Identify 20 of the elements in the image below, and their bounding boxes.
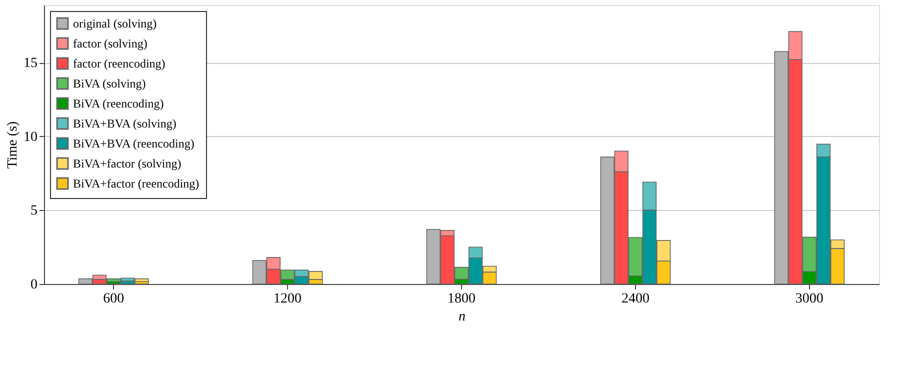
x-tick-label: 1200 <box>274 292 302 306</box>
y-tick-label: 0 <box>30 278 38 292</box>
legend-label: BiVA+factor (solving) <box>73 156 182 170</box>
y-tick-label: 5 <box>30 204 38 219</box>
x-tick-label: 600 <box>103 292 124 306</box>
x-tick-label: 3000 <box>795 292 824 306</box>
legend-label: BiVA+BVA (solving) <box>73 116 176 130</box>
y-tick-label: 10 <box>24 130 38 145</box>
x-axis-title: n <box>458 310 466 324</box>
y-axis-title: Time (s) <box>6 121 20 169</box>
legend-label: BiVA+BVA (reencoding) <box>73 136 194 150</box>
legend-label: BiVA (solving) <box>73 76 146 90</box>
legend-label: BiVA (reencoding) <box>73 96 164 110</box>
legend-label: factor (reencoding) <box>73 56 166 70</box>
legend-label: original (solving) <box>73 16 157 30</box>
legend-label: factor (solving) <box>73 36 148 50</box>
x-tick-label: 2400 <box>621 292 650 306</box>
y-tick-label: 15 <box>24 56 38 72</box>
legend-label: BiVA+factor (reencoding) <box>73 176 200 190</box>
x-tick-label: 1800 <box>448 292 476 306</box>
